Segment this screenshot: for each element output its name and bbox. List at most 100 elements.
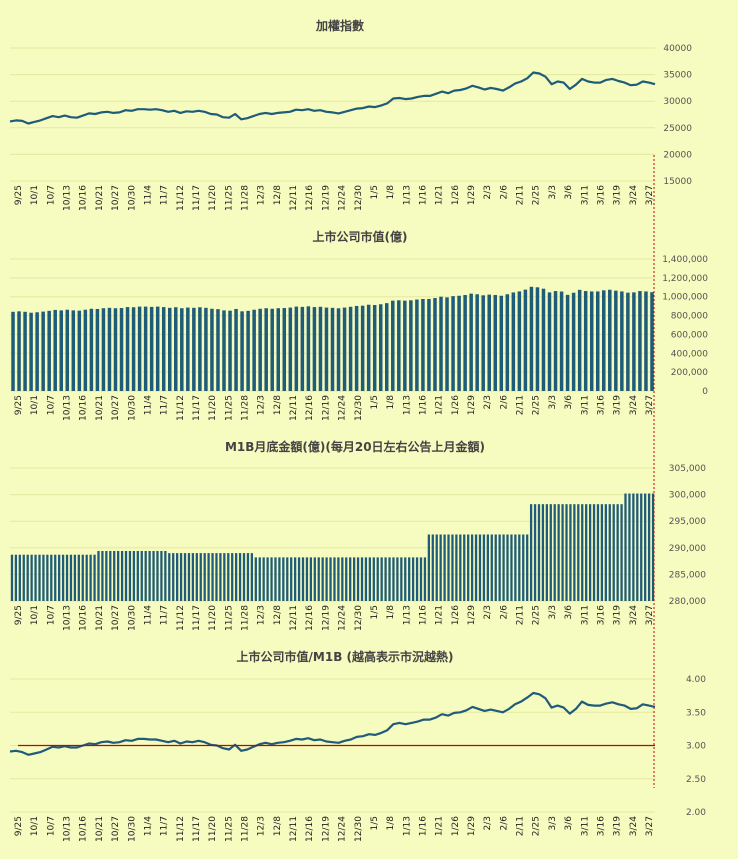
chart-4-ytick-label: 3.00 [686, 742, 706, 752]
chart-3-bar [70, 555, 72, 601]
chart-2-bar [602, 290, 606, 391]
chart-3-bar [310, 557, 312, 601]
chart-1-ytick-label: 15000 [663, 177, 692, 187]
chart-1-xtick-label: 3/3 [548, 185, 558, 199]
chart-3-bar [609, 504, 611, 601]
chart-2-bar [210, 309, 214, 391]
chart-3-bar [329, 557, 331, 601]
chart-1-xtick-label: 12/19 [321, 185, 331, 211]
chart-2-bar [198, 307, 202, 391]
chart-3-bar [455, 535, 457, 602]
chart-4-xtick-label: 2/6 [499, 816, 509, 831]
chart-3-bar [577, 504, 579, 601]
chart-2-bar [246, 311, 250, 391]
chart-3-xtick-label: 10/7 [46, 605, 56, 625]
chart-3-bar [487, 535, 489, 602]
chart-2-bar [216, 309, 220, 391]
chart-3-bar [263, 557, 265, 601]
chart-3-xtick-label: 1/5 [370, 605, 380, 619]
chart-3-bar [396, 557, 398, 601]
chart-3-bar [133, 551, 135, 601]
chart-3-xtick-label: 11/7 [160, 605, 170, 625]
chart-4-xtick-label: 1/21 [435, 816, 445, 836]
chart-3-bar [522, 535, 524, 602]
chart-3-bar [152, 551, 154, 601]
chart-3-bar [593, 504, 595, 601]
chart-3-xtick-label: 1/8 [386, 605, 396, 620]
chart-4-xtick-label: 10/27 [111, 816, 121, 842]
chart-3-xtick-label: 1/16 [418, 605, 428, 625]
chart-2-bar [295, 307, 299, 391]
chart-2-bar [258, 309, 262, 391]
chart-1-xtick-label: 12/11 [289, 185, 299, 211]
chart-1-xtick-label: 12/30 [354, 185, 364, 211]
chart-3-xtick-label: 9/25 [14, 605, 24, 625]
chart-3-bar [42, 555, 44, 601]
chart-3-bar [74, 555, 76, 601]
chart-3-bar [499, 535, 501, 602]
chart-2-bar [500, 296, 504, 391]
chart-3-bar [384, 557, 386, 601]
chart-4-xtick-label: 2/11 [516, 816, 526, 836]
chart-3-bar [597, 504, 599, 601]
chart-2-xtick-label: 10/27 [111, 395, 121, 421]
chart-3-xtick-label: 2/6 [499, 605, 509, 620]
chart-2-bar [572, 293, 576, 391]
chart-3-bar [620, 504, 622, 601]
chart-3-bar [648, 494, 650, 601]
chart-3-bar [156, 551, 158, 601]
chart-3-bar [66, 555, 68, 601]
chart-3-xtick-label: 3/24 [629, 605, 639, 625]
chart-4-xtick-label: 12/11 [289, 816, 299, 842]
chart-3-bar [542, 504, 544, 601]
chart-3-bar [137, 551, 139, 601]
chart-1-ytick-label: 25000 [663, 124, 692, 134]
chart-3-bar [506, 535, 508, 602]
chart-2-bar [72, 310, 76, 391]
chart-3-bar [314, 557, 316, 601]
chart-3-bar [436, 535, 438, 602]
chart-1-xtick-label: 1/16 [418, 185, 428, 205]
chart-3-bar [290, 557, 292, 601]
chart-4-xtick-label: 2/25 [532, 816, 542, 836]
chart-2-bar [620, 291, 624, 391]
chart-4-title: 上市公司市值/M1B (越高表示市況越熱) [237, 649, 454, 664]
chart-1-xtick-label: 10/16 [79, 185, 89, 211]
chart-2-bar [204, 308, 208, 391]
chart-2-bar [475, 294, 479, 391]
chart-3-bar [278, 557, 280, 601]
chart-2-bar [120, 308, 124, 391]
chart-3-bar [644, 494, 646, 601]
chart-3-bar [538, 504, 540, 601]
chart-3-bar [117, 551, 119, 601]
chart-2-bar [144, 307, 148, 391]
chart-4-xtick-label: 3/27 [645, 816, 655, 836]
chart-2-bar [301, 307, 305, 391]
chart-2-xtick-label: 12/11 [289, 395, 299, 421]
chart-2-title: 上市公司市值(億) [313, 229, 408, 244]
chart-3-bar [381, 557, 383, 601]
chart-2-bar [536, 287, 540, 391]
chart-1-xtick-label: 10/7 [46, 185, 56, 205]
chart-3-bar [34, 555, 36, 601]
chart-2-bar [397, 300, 401, 391]
chart-4-xtick-label: 10/30 [127, 816, 137, 842]
chart-3-bar [207, 553, 209, 601]
chart-3-bar [400, 557, 402, 601]
chart-2-bar [433, 298, 437, 391]
chart-3-bar [196, 553, 198, 601]
chart-3-xtick-label: 3/19 [613, 605, 623, 625]
chart-3-bar [432, 535, 434, 602]
chart-3-bar [255, 557, 257, 601]
chart-2-bar [162, 307, 166, 391]
chart-3-ytick-label: 305,000 [669, 464, 706, 474]
chart-2-bar [102, 308, 106, 391]
chart-3-bar [302, 557, 304, 601]
chart-1-xtick-label: 11/12 [176, 185, 186, 211]
chart-3-bar [192, 553, 194, 601]
chart-3-bar [176, 553, 178, 601]
chart-4-xtick-label: 10/21 [95, 816, 105, 842]
chart-1-xtick-label: 1/29 [467, 185, 477, 205]
chart-2-bar [518, 291, 522, 391]
chart-3-bar [15, 555, 17, 601]
